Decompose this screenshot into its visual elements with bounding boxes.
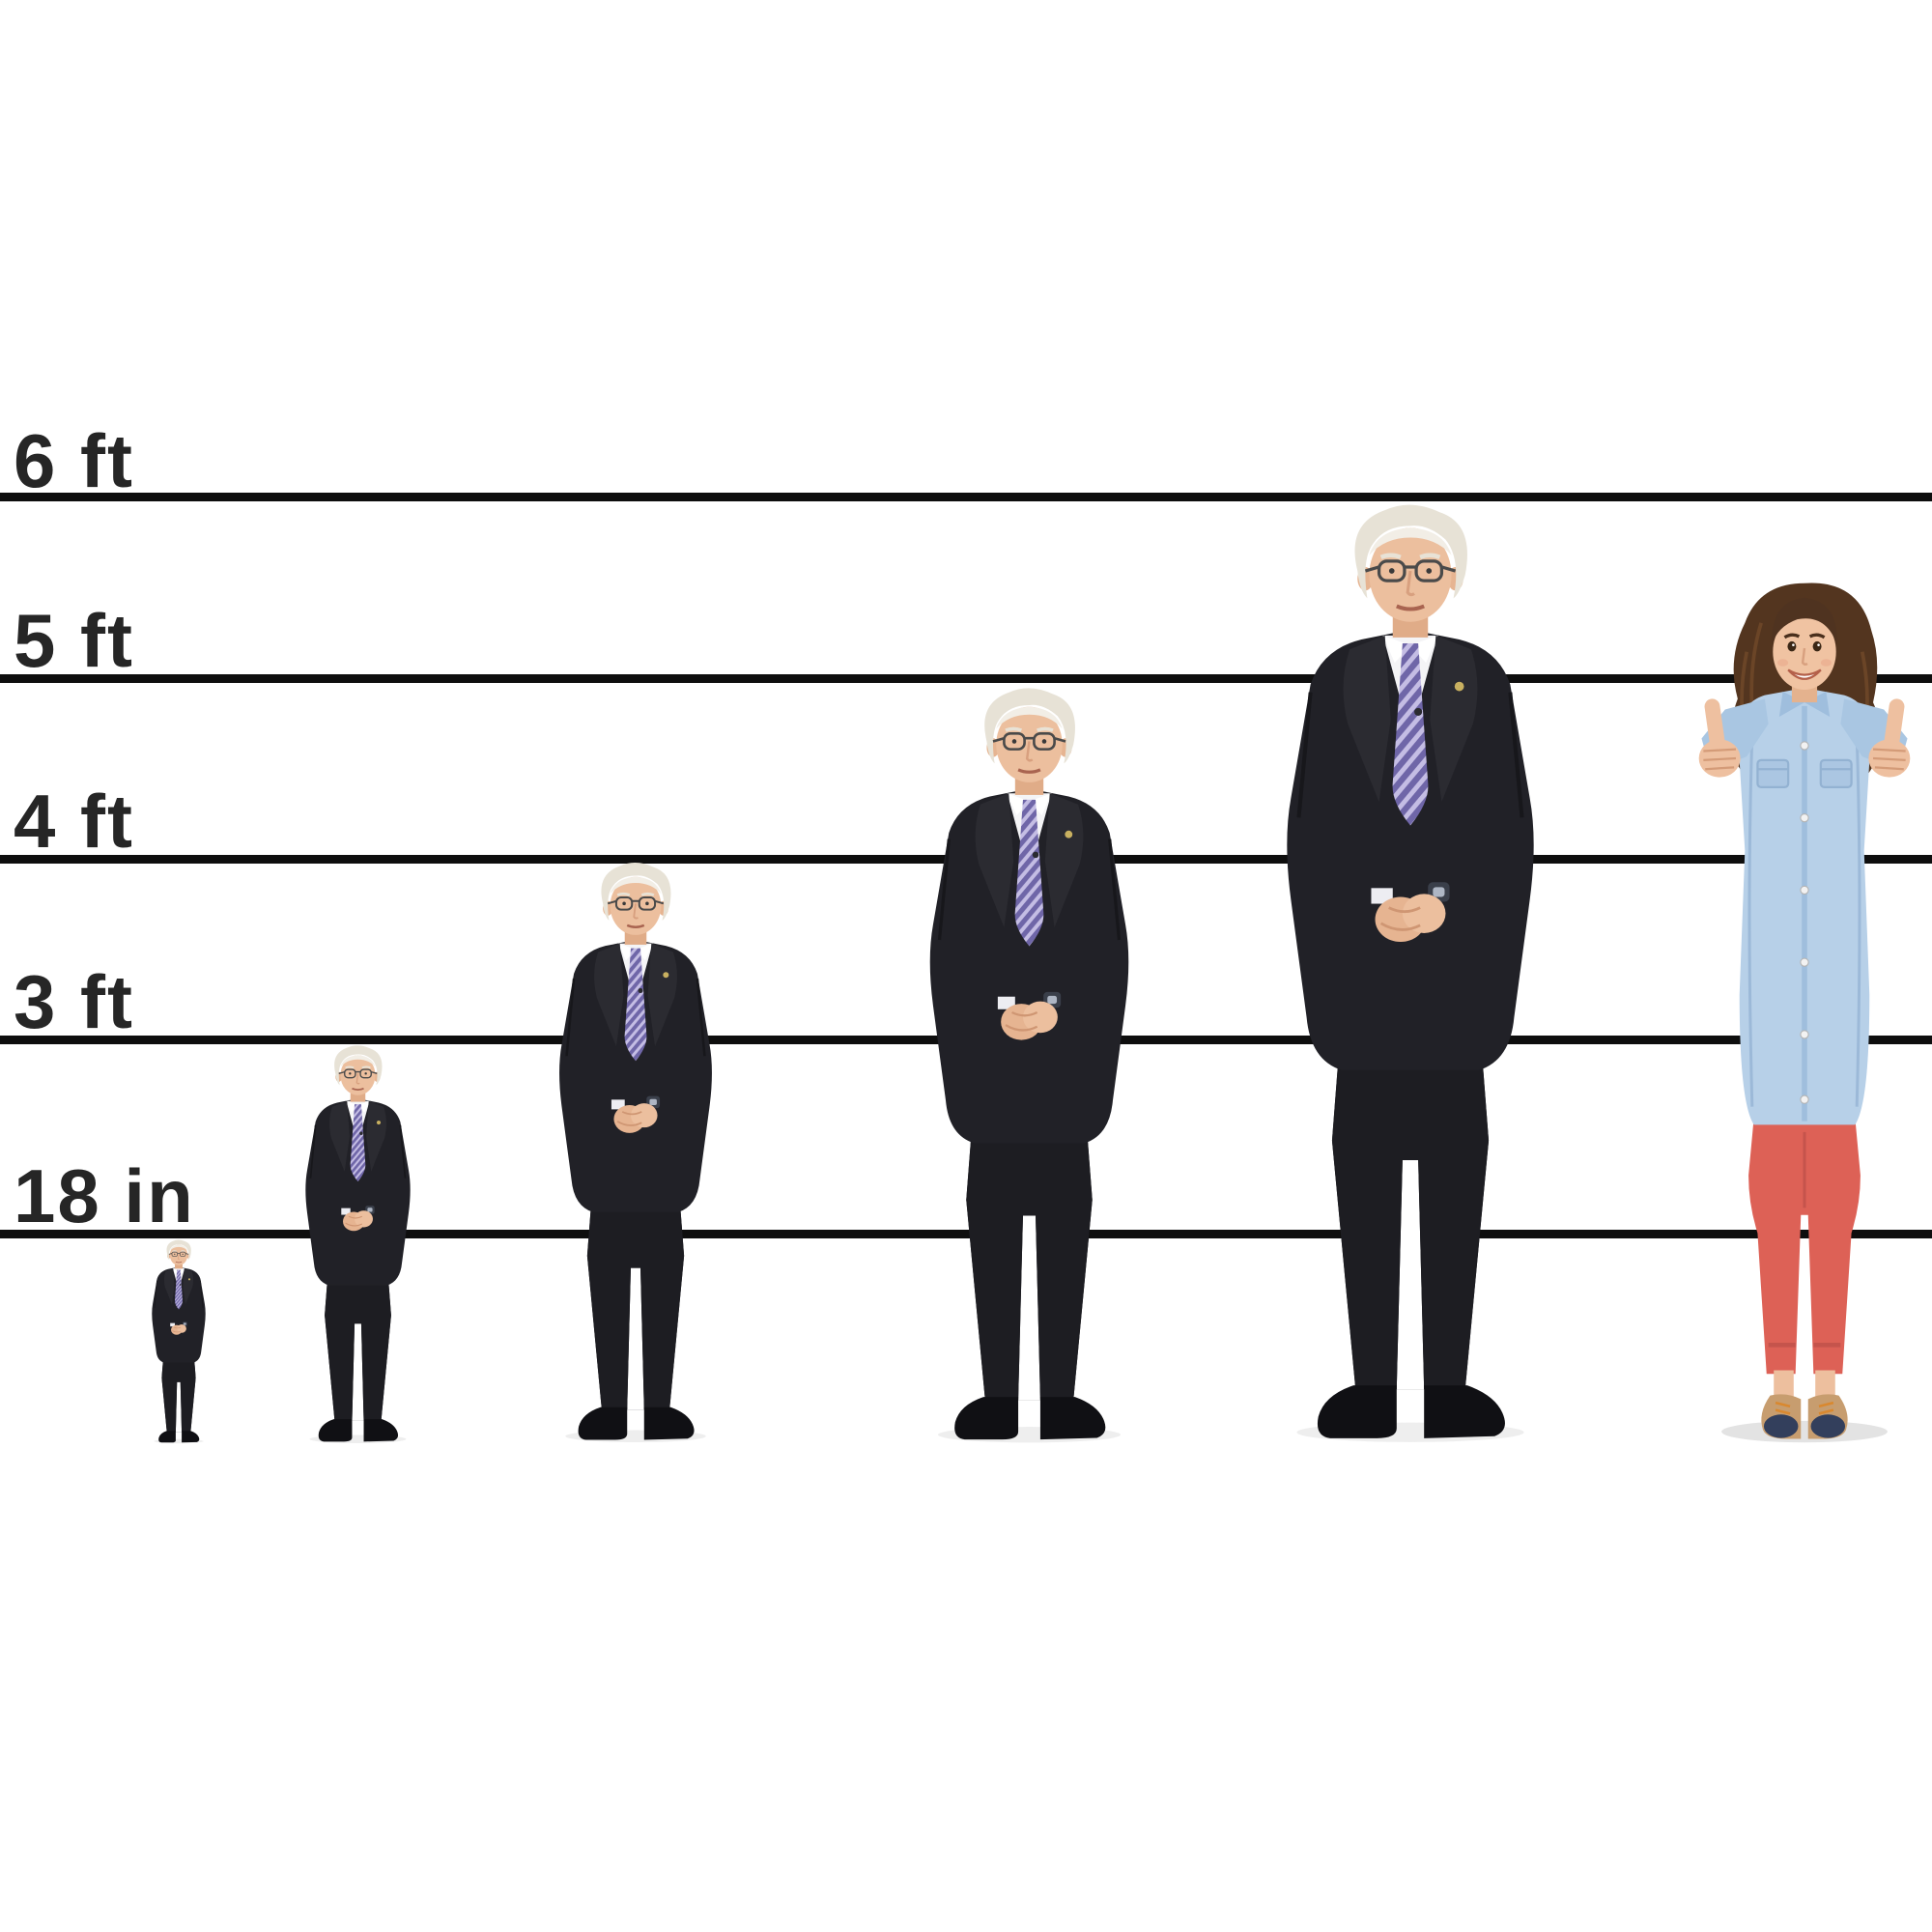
scale-label-3ft: 3 ft: [14, 959, 134, 1044]
scale-label-4ft: 4 ft: [14, 779, 134, 864]
scale-label-5ft: 5 ft: [14, 598, 134, 683]
reference-woman: [1692, 580, 1917, 1446]
cutout-18in: [147, 1239, 211, 1444]
scale-line-6ft: [0, 493, 1932, 501]
scale-line-18in: [0, 1230, 1932, 1238]
cutout-5ft: [911, 688, 1148, 1444]
scale-label-6ft: 6 ft: [14, 418, 134, 503]
scale-line-5ft: [0, 674, 1932, 683]
cutout-3ft: [296, 1045, 420, 1444]
cutout-6ft: [1264, 504, 1557, 1444]
cutout-4ft: [545, 862, 726, 1444]
scale-label-18in: 18 in: [14, 1153, 195, 1238]
